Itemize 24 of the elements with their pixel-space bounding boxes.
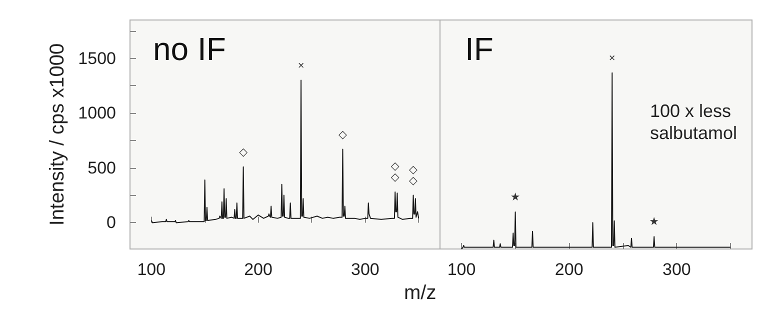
x-axis-title: m/z xyxy=(404,282,436,304)
chart-title: no IF xyxy=(153,31,226,67)
line-series xyxy=(150,80,420,224)
chart-title: IF xyxy=(465,31,494,67)
annotation: ◇ xyxy=(338,128,348,141)
x-tick-label: 100 xyxy=(137,260,166,279)
annotation: ◇ ◇ xyxy=(409,164,418,187)
annotation: × xyxy=(608,52,616,64)
x-tick-label: 200 xyxy=(554,260,584,279)
y-tick-label: 500 xyxy=(88,158,116,178)
y-tick-label: 0 xyxy=(106,213,116,232)
annotation: 100 x less salbutamol xyxy=(650,101,738,143)
annotation: ◇ ◇ xyxy=(390,160,400,184)
annotation: ★ xyxy=(649,216,660,228)
x-tick-label: 300 xyxy=(350,260,380,279)
x-tick-label: 300 xyxy=(662,260,691,279)
y-tick-label: 1000 xyxy=(78,104,116,123)
annotation: ◇ xyxy=(239,146,248,158)
annotation: × xyxy=(298,60,304,72)
y-tick-label: 1500 xyxy=(78,48,116,68)
annotation: ★ xyxy=(510,192,520,204)
y-axis-title: Intensity / cps x1000 xyxy=(46,43,68,226)
x-tick-label: 100 xyxy=(447,260,476,279)
x-tick-label: 200 xyxy=(244,260,272,279)
